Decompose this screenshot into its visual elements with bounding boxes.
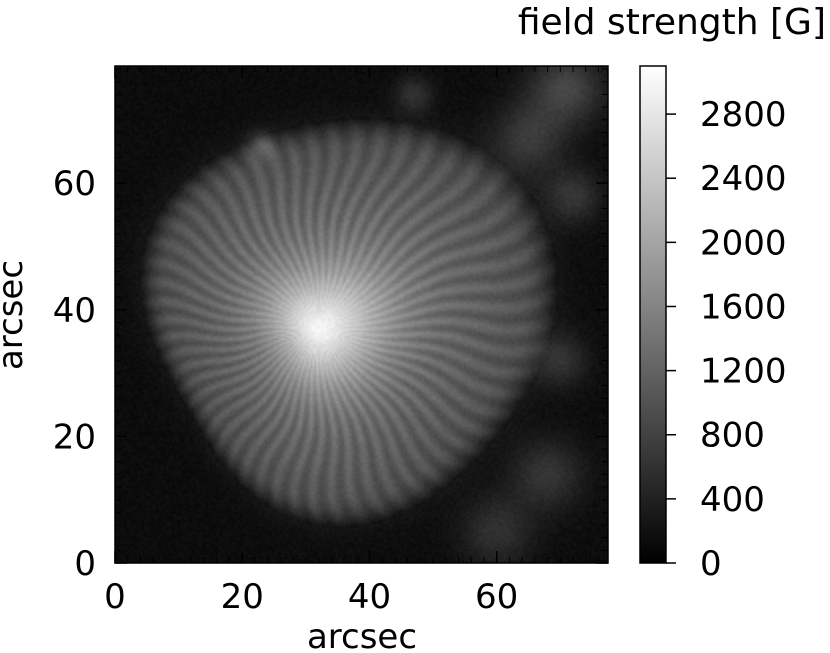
field-strength-map (115, 66, 608, 563)
x-tick-label: 0 (104, 577, 126, 617)
colorbar-label: field strength [G] (518, 2, 826, 43)
x-tick-label: 20 (221, 577, 264, 617)
y-axis: 0 20 40 60 (53, 164, 608, 584)
x-tick-label: 60 (475, 577, 518, 617)
plot-frame (114, 65, 609, 564)
colorbar-tick-label: 400 (700, 480, 765, 520)
colorbar-tick-label: 0 (700, 544, 722, 584)
y-tick-label: 0 (74, 544, 96, 584)
colorbar-gradient (639, 65, 667, 564)
colorbar-tick-label: 2800 (700, 95, 787, 135)
x-tick-label: 40 (348, 577, 391, 617)
plot-area: 0 20 40 60 0 20 40 60 (53, 65, 609, 617)
colorbar-tick-label: 2000 (700, 223, 787, 263)
y-tick-label: 20 (53, 417, 96, 457)
colorbar: 0 400 800 1200 1600 2000 2400 2800 (639, 65, 787, 584)
x-axis: 0 20 40 60 (104, 66, 518, 617)
colorbar-ticks: 0 400 800 1200 1600 2000 2400 2800 (666, 95, 787, 584)
y-tick-label: 60 (53, 164, 96, 204)
colorbar-tick-label: 2400 (700, 159, 787, 199)
colorbar-tick-label: 800 (700, 416, 765, 456)
colorbar-tick-label: 1600 (700, 287, 787, 327)
y-axis-label: arcsec (0, 260, 31, 370)
x-axis-label: arcsec (307, 617, 417, 653)
y-tick-label: 40 (53, 291, 96, 331)
colorbar-tick-label: 1200 (700, 352, 787, 392)
